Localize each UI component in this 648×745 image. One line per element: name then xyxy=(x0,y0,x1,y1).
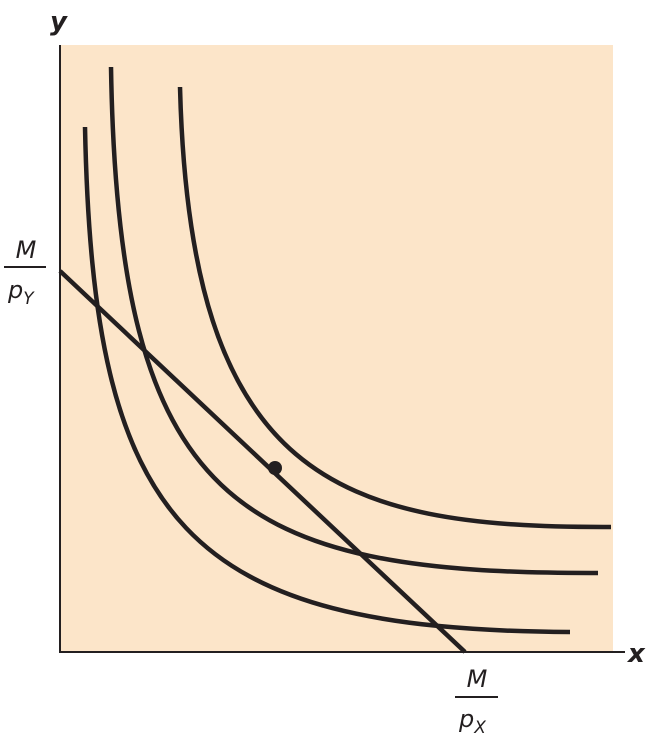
optimum-point xyxy=(268,461,282,475)
y-intercept-numerator: M xyxy=(16,236,37,264)
indifference-curve-mid xyxy=(108,66,599,576)
x-axis-label: x xyxy=(626,639,646,669)
x-intercept-p: p xyxy=(458,705,474,733)
y-axis-label: y xyxy=(50,7,68,37)
indifference-curve-high xyxy=(177,86,612,530)
budget-line xyxy=(58,269,467,654)
plot-area xyxy=(60,45,613,652)
x-intercept-subscript: X xyxy=(473,718,486,738)
y-intercept-subscript: Y xyxy=(23,289,35,309)
x-intercept-numerator: M xyxy=(467,665,488,693)
x-intercept-denominator: pX xyxy=(458,705,486,738)
y-intercept-p: p xyxy=(7,276,23,304)
y-intercept-denominator: pY xyxy=(7,276,35,309)
indifference-curve-low xyxy=(82,126,571,635)
